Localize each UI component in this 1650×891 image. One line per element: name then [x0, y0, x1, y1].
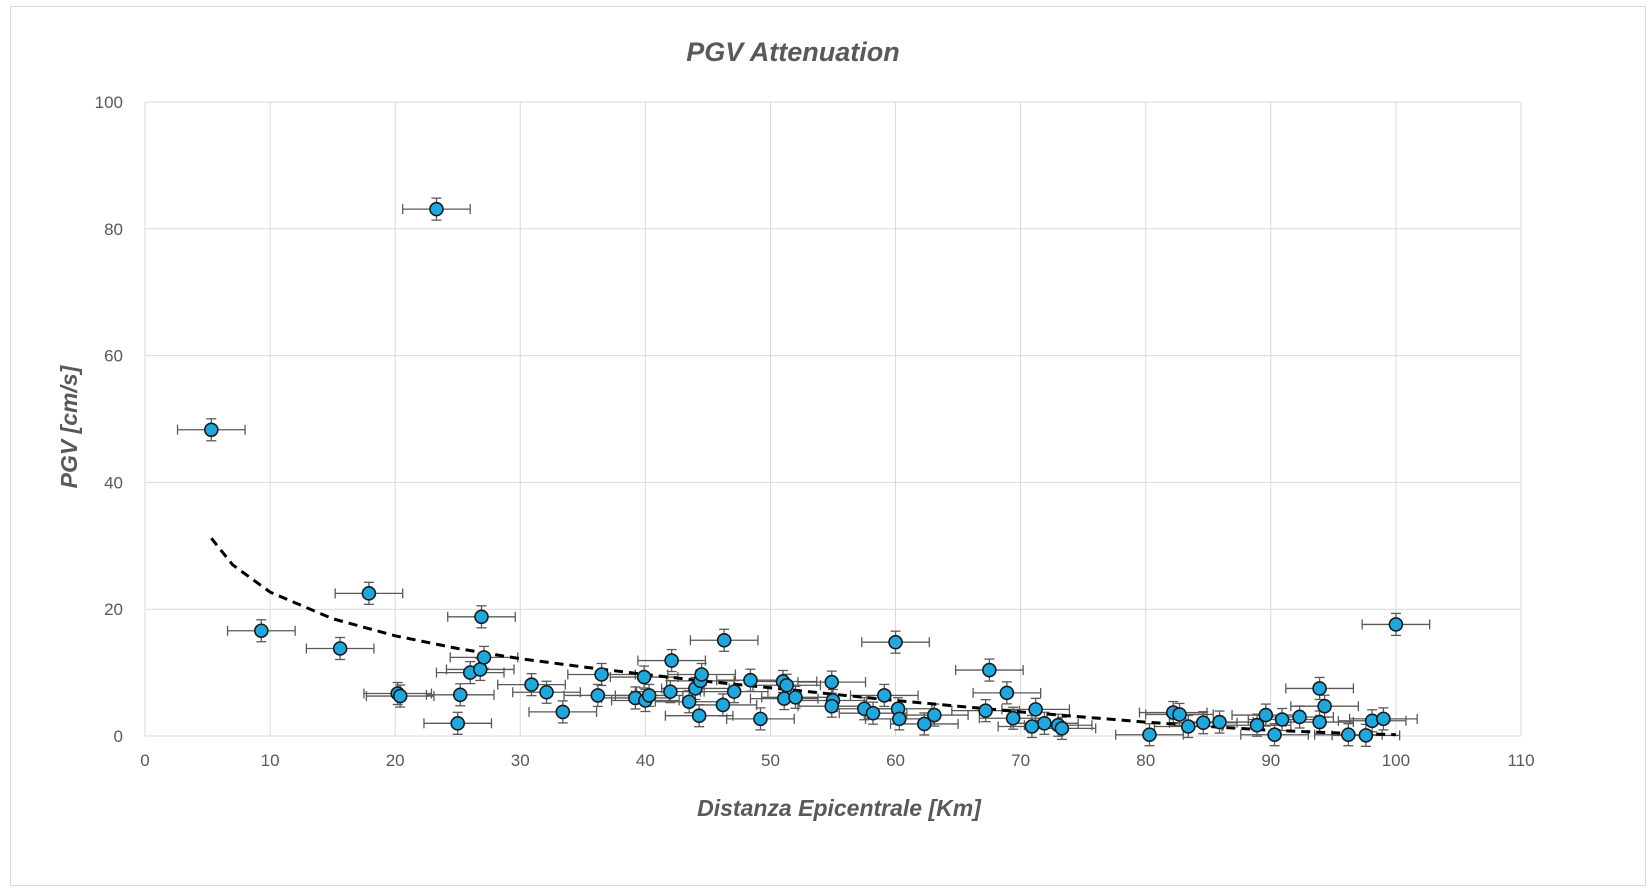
data-point [1005, 710, 1021, 726]
y-axis-title: PGV [cm/s] [56, 364, 82, 488]
data-point [715, 697, 731, 713]
y-tick-label: 0 [114, 727, 123, 746]
data-point [663, 684, 678, 699]
data-point [927, 707, 942, 723]
x-tick-label: 80 [1136, 751, 1155, 770]
data-point [524, 677, 539, 692]
data-point [1195, 715, 1211, 730]
data-point [743, 672, 758, 688]
data-point [1312, 681, 1327, 696]
data-point [876, 688, 892, 703]
data-point [779, 677, 795, 693]
data-point [1249, 717, 1265, 733]
data-point [1258, 707, 1274, 723]
x-tick-label: 50 [761, 751, 780, 770]
data-point [824, 674, 840, 690]
data-point [888, 634, 903, 650]
data-point [641, 688, 657, 703]
data-point [999, 685, 1015, 701]
data-point [1267, 727, 1282, 743]
data-point [788, 690, 803, 705]
x-tick-label: 0 [140, 751, 149, 770]
data-point [1054, 721, 1070, 736]
data-point [824, 698, 840, 714]
data-point [636, 669, 652, 685]
error-bars [176, 197, 1431, 748]
x-tick-label: 40 [636, 751, 655, 770]
data-point [694, 667, 709, 682]
x-tick-label: 70 [1011, 751, 1030, 770]
data-point [1358, 728, 1374, 743]
data-point [1292, 709, 1307, 725]
data-point [1388, 617, 1404, 632]
data-point [716, 632, 732, 648]
x-tick-label: 110 [1507, 751, 1534, 770]
data-point [1028, 702, 1043, 717]
data-point [753, 711, 768, 727]
data-point [254, 623, 269, 639]
data-point [865, 705, 881, 721]
y-tick-label: 80 [104, 220, 123, 239]
x-tick-label: 60 [886, 751, 905, 770]
data-point [1172, 707, 1187, 722]
data-point [1024, 719, 1040, 734]
data-point [1180, 719, 1196, 734]
data-point [978, 703, 993, 718]
y-tick-label: 60 [104, 347, 123, 366]
trend-line [210, 537, 1396, 737]
data-point [474, 609, 489, 625]
x-tick-label: 30 [511, 751, 530, 770]
data-point [450, 716, 466, 731]
y-tick-label: 100 [95, 93, 123, 112]
y-tick-label: 40 [104, 473, 123, 492]
data-point [392, 688, 408, 704]
data-point [1317, 698, 1332, 714]
x-tick-label: 20 [386, 751, 405, 770]
data-point [429, 201, 444, 217]
data-point [203, 422, 219, 438]
data-point [726, 684, 742, 699]
chart-title: PGV Attenuation [686, 37, 900, 67]
y-tick-label: 20 [104, 600, 123, 619]
data-point [472, 662, 488, 677]
data-point [332, 641, 348, 656]
x-axis-title: Distanza Epicentrale [Km] [697, 795, 982, 821]
data-point [664, 653, 679, 668]
tick-labels: 0 10 20 30 40 50 60 70 80 90 100 110 0 20 40 60 80 100 [95, 93, 1535, 770]
chart-frame: 0 10 20 30 40 50 60 70 80 90 100 110 0 20 40 60 80 100 PG… [10, 6, 1646, 886]
x-tick-label: 100 [1382, 751, 1410, 770]
data-points [203, 201, 1404, 743]
data-point [681, 694, 697, 710]
trendline-layer [210, 537, 1396, 737]
data-point [590, 688, 606, 703]
grid-layer [144, 101, 1522, 737]
x-tick-label: 90 [1261, 751, 1280, 770]
data-point [891, 711, 907, 727]
x-tick-label: 10 [261, 751, 280, 770]
data-point [1212, 714, 1227, 730]
data-point [1312, 714, 1327, 730]
data-point [539, 684, 554, 700]
data-point [555, 704, 571, 720]
data-point [1376, 711, 1391, 727]
data-point [1037, 716, 1052, 731]
data-point [452, 687, 468, 703]
data-point [476, 650, 492, 665]
data-point [594, 667, 609, 682]
data-point [1274, 712, 1290, 727]
data-point [1142, 727, 1157, 743]
pgv-scatter-chart: 0 10 20 30 40 50 60 70 80 90 100 110 0 20 40 60 80 100 PG… [56, 37, 1535, 821]
data-point [982, 662, 997, 678]
data-point [691, 708, 707, 724]
data-point [361, 586, 377, 601]
data-point [917, 716, 932, 732]
data-point [1341, 727, 1356, 743]
